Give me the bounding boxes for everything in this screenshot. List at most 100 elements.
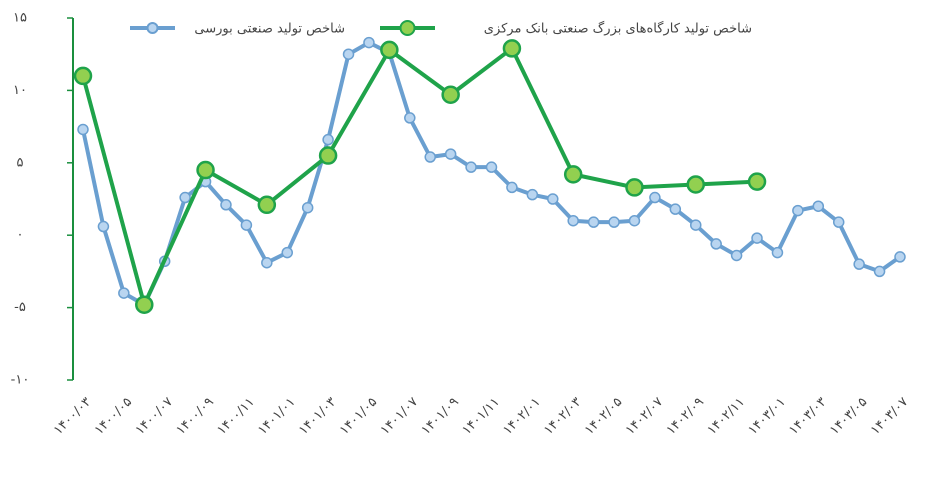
- series-line: [693, 179, 760, 187]
- data-point: [318, 146, 338, 165]
- series-line: [387, 50, 412, 120]
- data-point: [363, 36, 375, 49]
- series-line: [326, 52, 351, 142]
- data-point: [97, 220, 110, 233]
- data-point: [649, 191, 661, 204]
- data-point: [502, 39, 522, 58]
- data-point: [710, 238, 722, 250]
- data-point: [342, 48, 355, 60]
- data-point: [547, 193, 559, 205]
- data-point: [873, 265, 886, 278]
- data-point: [894, 251, 906, 263]
- x-tick-label: ۱۴۰۲/۰۹: [664, 395, 707, 438]
- data-point: [628, 214, 641, 227]
- data-point: [301, 201, 314, 214]
- x-tick-label: ۱۴۰۳/۰۷: [868, 395, 911, 438]
- series-line: [101, 224, 126, 296]
- data-point: [751, 232, 763, 244]
- x-tick-label: ۱۴۰۰/۱۱: [214, 395, 257, 438]
- data-point: [77, 123, 89, 136]
- data-point: [220, 199, 232, 211]
- series-line: [264, 153, 331, 207]
- data-point: [747, 172, 767, 191]
- data-point: [730, 249, 743, 262]
- x-tick-label: ۱۴۰۲/۰۳: [541, 395, 584, 438]
- data-point: [812, 200, 825, 212]
- data-point: [179, 191, 191, 204]
- x-tick-label: ۱۴۰۰/۰۳: [51, 395, 94, 438]
- data-point: [832, 216, 845, 228]
- data-point: [424, 151, 436, 163]
- data-point: [257, 195, 277, 215]
- x-tick-label: ۱۴۰۲/۰۵: [582, 395, 625, 438]
- x-tick-label: ۱۴۰۲/۱۱: [705, 395, 748, 438]
- data-point: [240, 219, 253, 231]
- data-point: [485, 161, 498, 173]
- series-line: [448, 46, 514, 97]
- x-tick-label: ۱۴۰۳/۰۳: [786, 395, 829, 438]
- series-line: [81, 127, 106, 229]
- data-point: [563, 165, 583, 184]
- data-point: [322, 133, 334, 146]
- data-point: [506, 181, 518, 194]
- data-point: [281, 246, 293, 259]
- data-point: [567, 214, 579, 227]
- data-point: [686, 175, 705, 194]
- data-point: [625, 178, 644, 197]
- data-point: [771, 246, 784, 259]
- x-tick-label: ۱۴۰۱/۰۱: [255, 395, 298, 438]
- series-line: [326, 47, 392, 158]
- series-line: [775, 208, 800, 255]
- data-point: [404, 112, 416, 124]
- legend-marker: [146, 22, 159, 34]
- x-tick-label: ۱۴۰۱/۱۱: [459, 395, 502, 438]
- x-tick-label: ۱۴۰۰/۰۹: [174, 395, 217, 438]
- series-line: [632, 182, 698, 190]
- series-line: [244, 223, 269, 265]
- y-tick-label: ۵: [17, 155, 24, 170]
- series-line: [509, 46, 576, 177]
- x-tick-label: ۱۴۰۲/۰۷: [623, 395, 666, 438]
- series-line: [203, 168, 269, 207]
- series-line: [407, 115, 433, 160]
- data-point: [526, 188, 539, 201]
- data-point: [444, 148, 457, 160]
- data-point: [135, 295, 154, 314]
- x-tick-label: ۱۴۰۱/۰۷: [378, 395, 421, 438]
- series-line: [142, 168, 208, 307]
- legend-marker: [399, 20, 416, 36]
- data-point: [690, 219, 702, 231]
- series-line: [387, 47, 453, 97]
- series-line: [285, 205, 310, 255]
- series-line: [571, 172, 637, 190]
- x-tick-label: ۱۴۰۲/۰۱: [500, 395, 543, 438]
- data-point: [118, 287, 130, 299]
- series-line: [836, 220, 862, 267]
- data-point: [608, 216, 620, 228]
- legend-label: شاخص تولید صنعتی بورسی: [194, 22, 345, 37]
- x-tick-label: ۱۴۰۰/۰۵: [92, 395, 135, 438]
- data-point: [73, 66, 93, 86]
- data-point: [441, 85, 460, 104]
- y-tick-label: -۱۰: [11, 373, 30, 388]
- data-point: [465, 161, 477, 173]
- data-point: [196, 160, 215, 180]
- series-line: [81, 73, 147, 307]
- x-tick-label: ۱۴۰۱/۰۵: [337, 395, 380, 438]
- x-tick-label: ۱۴۰۱/۰۳: [296, 395, 339, 438]
- data-point: [380, 40, 399, 60]
- x-tick-label: ۱۴۰۳/۰۱: [745, 395, 788, 438]
- y-tick-label: -۵: [14, 300, 26, 315]
- y-tick-label: ۱۰: [13, 83, 27, 98]
- x-tick-label: ۱۴۰۳/۰۵: [827, 395, 870, 438]
- y-tick-label: ۱۵: [13, 11, 27, 26]
- x-tick-label: ۱۴۰۰/۰۷: [133, 395, 176, 438]
- data-point: [669, 203, 682, 215]
- legend-label: شاخص تولید کارگاه‌های بزرگ صنعتی بانک مر…: [484, 20, 752, 37]
- data-point: [792, 204, 804, 217]
- y-tick-label: ۰: [17, 228, 24, 243]
- data-point: [261, 256, 273, 269]
- data-point: [853, 258, 865, 270]
- data-point: [587, 216, 600, 228]
